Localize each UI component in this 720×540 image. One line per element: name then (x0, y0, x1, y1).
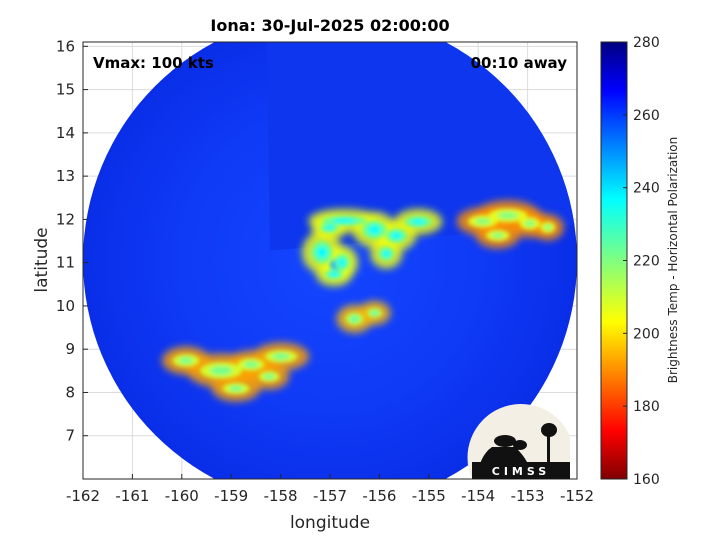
feature-core (390, 231, 402, 240)
feature-core (349, 315, 360, 323)
x-tick-label: -152 (560, 487, 594, 505)
feature-core (332, 218, 357, 224)
feature-core (491, 232, 505, 239)
y-axis-label: latitude (32, 227, 52, 292)
y-tick-label: 15 (56, 81, 75, 99)
y-tick-label: 9 (65, 340, 75, 358)
y-tick-label: 8 (65, 383, 75, 401)
x-tick-label: -157 (313, 487, 347, 505)
x-tick-label: -159 (214, 487, 248, 505)
colorbar-tick-label: 260 (633, 108, 660, 124)
feature-core (324, 225, 335, 231)
logo-text: CIMSS (492, 465, 550, 478)
x-tick-label: -160 (165, 487, 199, 505)
feature-core (178, 357, 194, 364)
feature-core (497, 211, 519, 220)
x-tick-label: -153 (511, 487, 545, 505)
feature-core (474, 217, 491, 225)
feature-core (543, 224, 552, 231)
feature-core (338, 257, 346, 267)
x-tick-label: -156 (362, 487, 396, 505)
feature-core (524, 219, 536, 227)
x-axis-ticks: -162 -161 -160 -159 -158 -157 -156 -155 -154 -153… (66, 474, 594, 505)
y-tick-label: 13 (56, 167, 75, 185)
y-tick-label: 7 (65, 427, 75, 445)
y-tick-label: 10 (56, 297, 75, 315)
feature-core (370, 310, 379, 316)
colorbar-tick-label: 220 (633, 254, 660, 270)
feature-core (228, 385, 244, 392)
colorbar-tick-label: 180 (633, 399, 660, 415)
x-tick-label: -155 (412, 487, 446, 505)
feature-core (382, 249, 391, 258)
feature-core (272, 353, 290, 360)
colorbar (600, 41, 628, 480)
feature-core (316, 246, 328, 259)
feature-core (209, 365, 233, 376)
y-axis-ticks: 7 8 9 10 11 12 13 14 15 16 (56, 37, 88, 445)
feature-core (243, 361, 259, 368)
time-away-annotation: 00:10 away (471, 54, 568, 72)
colorbar-tick-label: 280 (633, 35, 660, 51)
colorbar-tick-label: 200 (633, 326, 660, 342)
cimss-logo: CIMSS (467, 404, 570, 479)
feature-core (329, 271, 339, 277)
feature-core (263, 373, 275, 380)
colorbar-tick-label: 160 (633, 472, 660, 488)
colorbar-tick-label: 240 (633, 181, 660, 197)
chart-title: Iona: 30-Jul-2025 02:00:00 (210, 16, 449, 35)
feature-core (411, 218, 426, 225)
y-tick-label: 16 (56, 37, 75, 55)
y-tick-label: 14 (56, 124, 75, 142)
colorbar-ticks: 160 180 200 220 240 260 280 (623, 35, 660, 488)
y-tick-label: 11 (56, 254, 75, 272)
x-tick-label: -162 (66, 487, 100, 505)
y-tick-label: 12 (56, 210, 75, 228)
vmax-annotation: Vmax: 100 kts (93, 54, 214, 72)
x-tick-label: -161 (115, 487, 149, 505)
colorbar-label: Brightness Temp - Horizontal Polarizatio… (666, 137, 680, 384)
x-tick-label: -154 (461, 487, 495, 505)
x-axis-label: longitude (290, 513, 370, 533)
x-tick-label: -158 (264, 487, 298, 505)
feature-core (367, 224, 381, 235)
